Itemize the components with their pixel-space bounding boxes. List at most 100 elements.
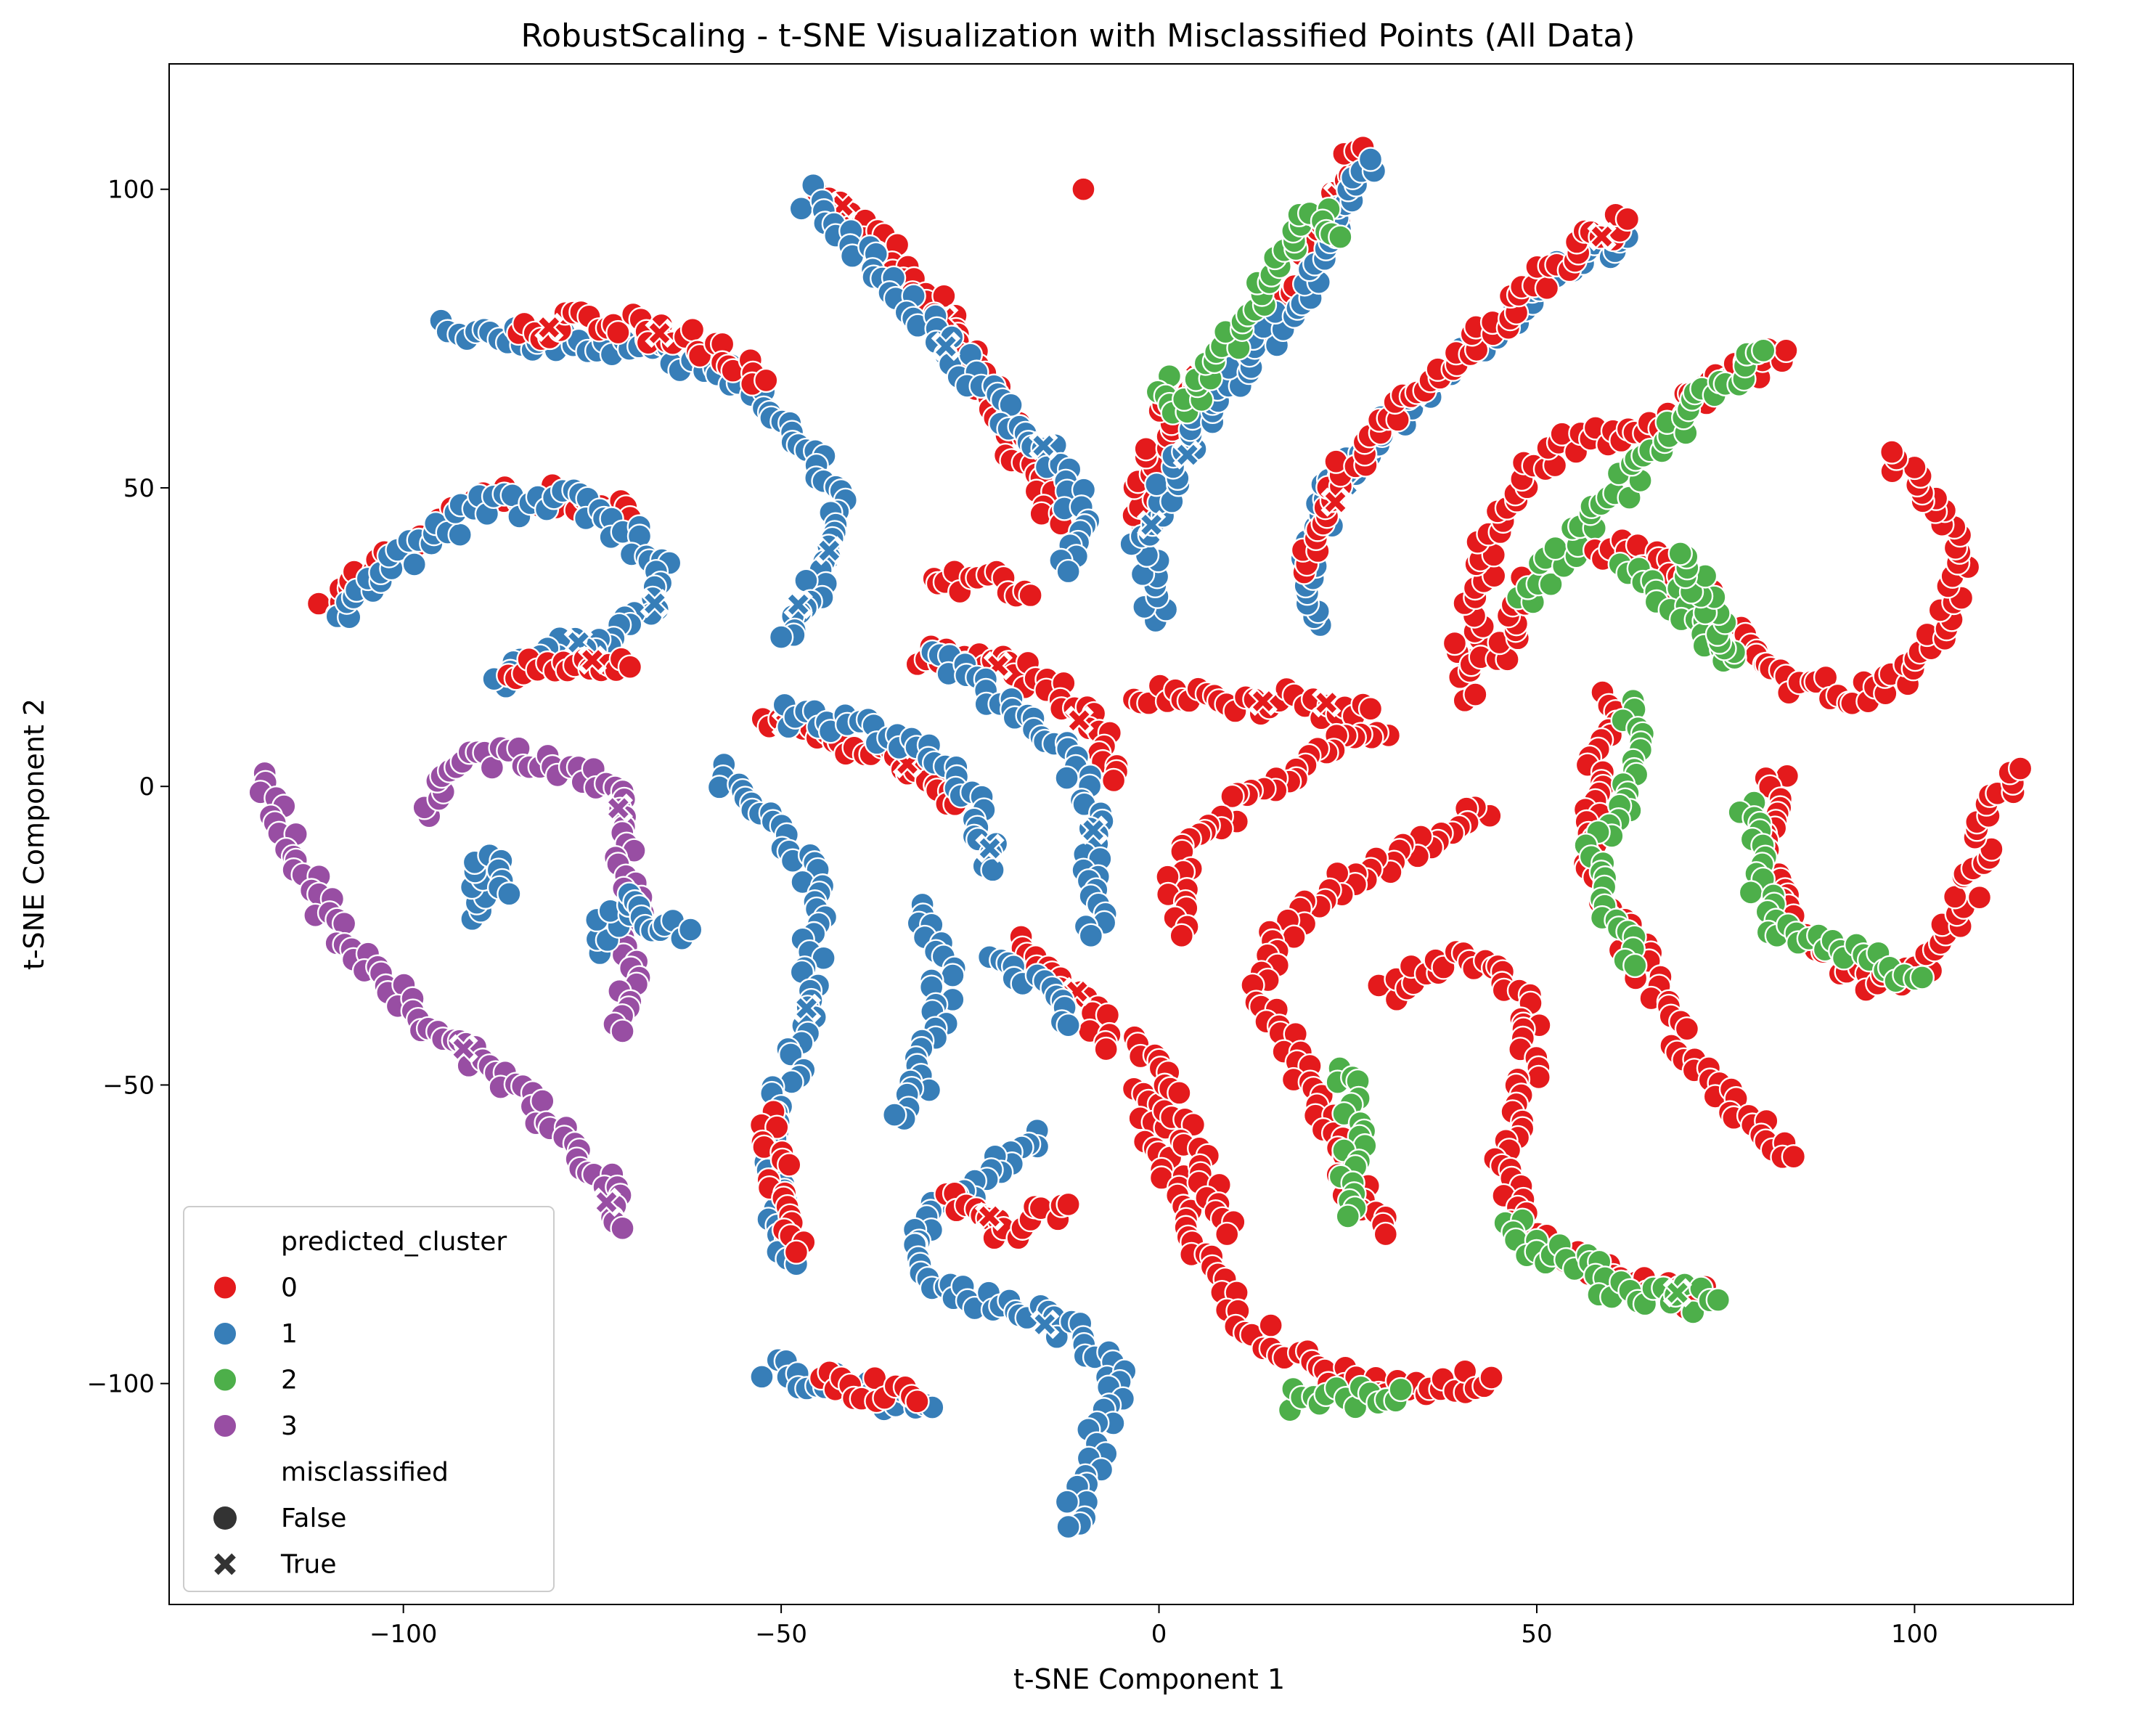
points-layer [248,134,2033,1540]
data-point [1055,1514,1081,1540]
data-point [1463,682,1488,707]
data-point [1534,275,1560,301]
chart-title: RobustScaling - t-SNE Visualization with… [520,17,1635,54]
cluster-2-curve [1145,196,1353,425]
misclassified-point [783,590,813,619]
data-point [1167,1080,1192,1106]
misclassified-point [449,1034,478,1064]
data-point [777,1152,802,1178]
cluster-0-curve [506,299,779,397]
misclassified-point [645,318,674,348]
misclassified-point [974,1202,1005,1231]
misclassified-point [577,645,608,675]
cluster-0-curve [921,559,1043,608]
y-axis-label: t-SNE Component 2 [18,698,50,970]
y-tick-label: −100 [87,1370,155,1399]
data-point [940,963,965,988]
y-tick-label: 100 [107,176,155,205]
data-point [749,1364,775,1390]
data-point [905,1389,930,1414]
cluster-2-curve [1727,790,1935,994]
data-point [1055,1191,1081,1218]
misclassified-point [1662,1278,1693,1308]
data-point [1751,338,1776,363]
data-point [998,392,1024,418]
cluster-0-curve [1121,673,1384,731]
misclassified-point [603,794,634,823]
cluster-2-curve [1505,338,1776,615]
data-point [1909,965,1935,990]
data-point [1879,439,1905,465]
data-point [1388,1377,1413,1403]
legend-entry-label: False [281,1504,346,1533]
data-point [617,654,643,680]
x-tick-label: 50 [1521,1620,1552,1649]
data-point [1018,582,1043,608]
data-point [401,552,427,577]
data-point [1667,541,1693,566]
cluster-0-curve [748,1099,817,1265]
x-tick-label: −100 [369,1620,437,1649]
legend-hue-title: predicted_cluster [281,1227,507,1257]
misclassified-point [1064,706,1094,735]
misclassified-point [814,536,844,566]
data-point [1442,630,1468,656]
data-point [1169,923,1194,949]
data-point [1967,885,1993,910]
data-point [1357,696,1384,722]
data-point [1543,535,1568,561]
misclassified-point [1320,487,1350,517]
x-tick-label: 0 [1151,1620,1167,1649]
data-point [980,857,1005,883]
legend-swatch [213,1367,237,1392]
misclassified-point [1172,440,1202,470]
data-point [1373,1221,1399,1247]
cluster-1-curve [459,842,522,932]
data-point [1220,783,1245,809]
data-point [1054,765,1079,791]
legend-entry-label: 1 [281,1319,298,1349]
cluster-1-curve [1119,147,1387,634]
y-tick-label: 0 [139,772,155,802]
data-point [1674,1016,1700,1042]
x-axis-label: t-SNE Component 1 [1013,1663,1285,1695]
misclassified-point [1136,510,1167,540]
misclassified-point [931,331,961,362]
cluster-0-curve [808,1360,930,1414]
legend: predicted_cluster 0 1 2 3 misclassified False T… [183,1206,555,1592]
data-point [610,1215,635,1241]
misclassified-point [640,589,670,619]
cluster-0-curve [1071,176,1096,202]
data-point [2007,756,2033,781]
cluster-1-curve [772,692,1009,883]
misclassified-point [1248,686,1278,717]
misclassified-point [1029,431,1058,461]
data-point [1101,767,1127,794]
data-point [610,1019,635,1044]
data-point [1214,1221,1240,1247]
x-tick-label: 100 [1891,1620,1938,1649]
data-point [1133,436,1159,462]
legend-box [183,1206,555,1592]
data-point [788,196,814,221]
legend-swatch [213,1414,237,1438]
misclassified-point [1078,815,1108,845]
cluster-1-curve [584,881,703,966]
misclassified-point [828,191,858,221]
data-point [1681,1300,1706,1325]
data-point [882,1102,907,1127]
cluster-2-curve [1573,688,1656,979]
data-point [754,367,779,393]
data-point [1705,1287,1731,1313]
misclassified-point [592,1187,621,1218]
data-point [1093,1036,1119,1062]
data-point [1054,1489,1080,1514]
plot-frame [168,63,2074,1605]
cluster-0-curve [1122,1024,1246,1247]
cluster-1-curve [706,751,838,1277]
data-point [497,881,522,907]
data-point [1781,1143,1807,1170]
misclassified-point [534,312,564,343]
legend-style-title: misclassified [281,1458,449,1488]
